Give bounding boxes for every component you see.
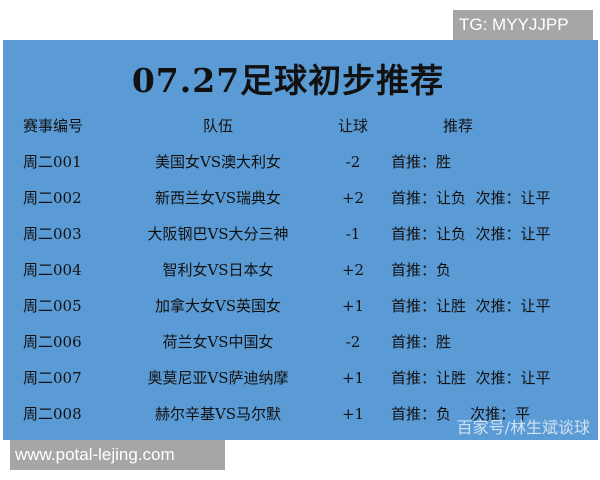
cell-id: 周二002 (23, 189, 82, 207)
cell-id: 周二006 (23, 333, 82, 351)
header-rec: 推荐 (443, 117, 474, 135)
table-row: 周二005 加拿大女VS英国女 +1 首推：让胜 次推：让平 (3, 294, 598, 318)
cell-team: 赫尔辛基VS马尔默 (154, 405, 282, 423)
cell-id: 周二004 (23, 261, 82, 279)
cell-rec: 首推：负 (391, 261, 452, 279)
table-row: 周二006 荷兰女VS中国女 -2 首推：胜 (3, 330, 598, 354)
header-team: 队伍 (202, 117, 233, 135)
cell-team: 荷兰女VS中国女 (162, 333, 274, 351)
cell-id: 周二005 (23, 297, 82, 315)
site-watermark: www.potal-lejing.com (10, 440, 225, 470)
cell-rec: 首推：让负 次推：让平 (391, 189, 551, 207)
cell-rec: 首推：让胜 次推：让平 (391, 369, 551, 387)
header-handicap: 让球 (337, 117, 368, 135)
cell-rec: 首推：让负 次推：让平 (391, 225, 551, 243)
cell-handicap: +1 (341, 405, 365, 423)
cell-team: 大阪钢巴VS大分三神 (147, 225, 289, 243)
cell-handicap: +1 (341, 369, 365, 387)
table-row: 周二004 智利女VS日本女 +2 首推：负 (3, 258, 598, 282)
cell-handicap: -2 (345, 333, 361, 351)
table-header: 赛事编号 队伍 让球 推荐 (3, 114, 598, 138)
cell-handicap: -2 (345, 153, 361, 171)
page-title: 07.27足球初步推荐 (131, 61, 445, 100)
cell-team: 智利女VS日本女 (162, 261, 274, 279)
cell-team: 新西兰女VS瑞典女 (154, 189, 282, 207)
tg-watermark: TG: MYYJJPP (453, 10, 593, 40)
cell-team: 美国女VS澳大利女 (154, 153, 282, 171)
cell-rec: 首推：让胜 次推：让平 (391, 297, 551, 315)
cell-handicap: +2 (341, 261, 365, 279)
table-row: 周二003 大阪钢巴VS大分三神 -1 首推：让负 次推：让平 (3, 222, 598, 246)
table-row: 周二001 美国女VS澳大利女 -2 首推：胜 (3, 150, 598, 174)
recommendation-table: 07.27足球初步推荐 赛事编号 队伍 让球 推荐 周二001 美国女VS澳大利女… (3, 40, 598, 440)
cell-team: 奥莫尼亚VS萨迪纳摩 (147, 369, 289, 387)
cell-team: 加拿大女VS英国女 (154, 297, 282, 315)
cell-handicap: +1 (341, 297, 365, 315)
cell-rec: 首推：胜 (391, 333, 452, 351)
cell-id: 周二003 (23, 225, 82, 243)
cell-handicap: -1 (345, 225, 361, 243)
cell-id: 周二008 (23, 405, 82, 423)
cell-handicap: +2 (341, 189, 365, 207)
cell-id: 周二007 (23, 369, 82, 387)
table-row: 周二002 新西兰女VS瑞典女 +2 首推：让负 次推：让平 (3, 186, 598, 210)
cell-rec: 首推：负 次推：平 (391, 405, 531, 423)
table-row: 周二008 赫尔辛基VS马尔默 +1 首推：负 次推：平 (3, 402, 598, 426)
header-id: 赛事编号 (23, 117, 84, 135)
cell-rec: 首推：胜 (391, 153, 452, 171)
table-row: 周二007 奥莫尼亚VS萨迪纳摩 +1 首推：让胜 次推：让平 (3, 366, 598, 390)
cell-id: 周二001 (23, 153, 82, 171)
source-watermark: 百家号/林生斌谈球 (456, 418, 590, 437)
